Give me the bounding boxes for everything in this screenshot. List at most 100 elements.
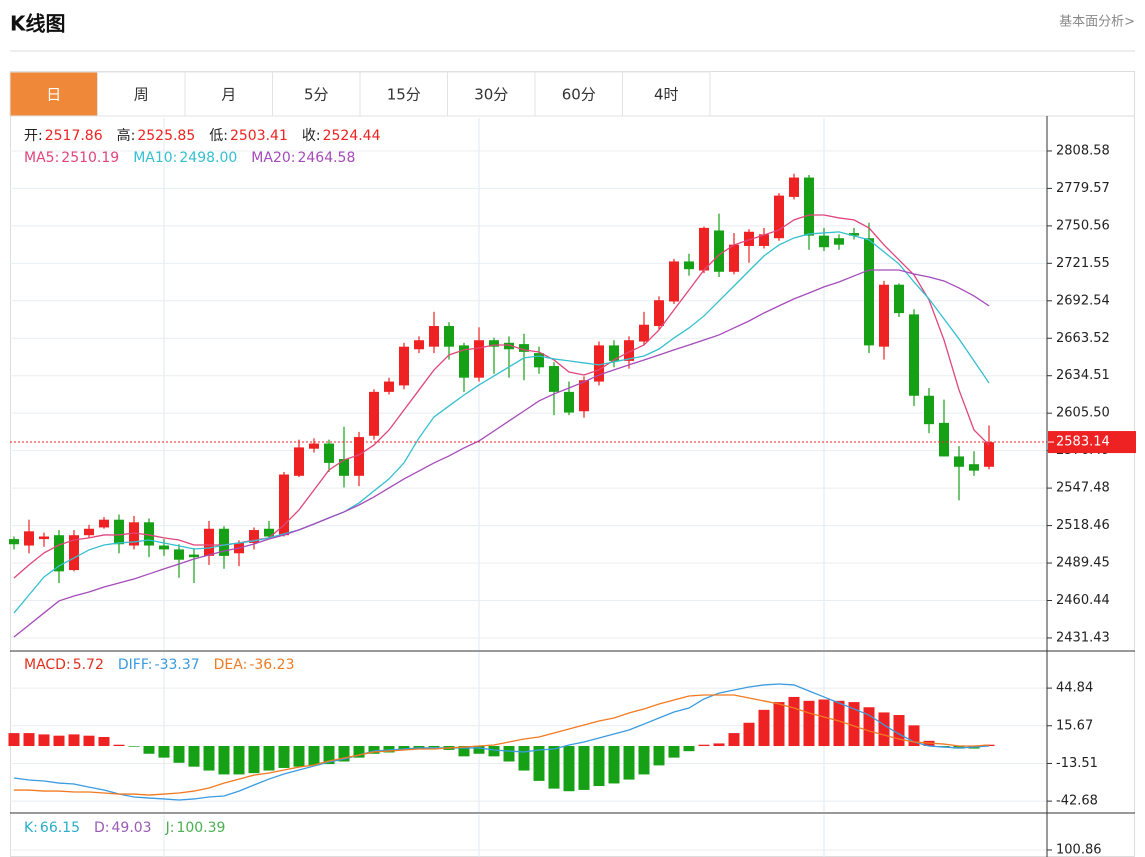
candle-body — [264, 528, 274, 537]
macd-bar — [773, 702, 785, 747]
macd-bar — [788, 696, 800, 747]
candle-body — [309, 443, 319, 449]
y-tick-label: 2721.55 — [1056, 256, 1110, 271]
tab-label[interactable]: 周 — [134, 86, 149, 104]
candle-body — [444, 326, 454, 347]
candle-body — [489, 340, 499, 347]
candle-body — [579, 380, 589, 412]
legend-label: MA5: — [24, 150, 59, 166]
macd-bar — [398, 746, 410, 750]
macd-bar — [68, 734, 80, 747]
tab-label[interactable]: 4时 — [654, 86, 679, 104]
macd-bar — [518, 746, 530, 771]
macd-bar — [218, 746, 230, 775]
macd-bar — [533, 746, 545, 781]
legend-label: 低: — [209, 128, 228, 144]
macd-bar — [383, 746, 395, 753]
legend-value: 2464.58 — [297, 150, 355, 166]
tab-label[interactable]: 60分 — [562, 86, 596, 104]
legend-label: DIFF: — [118, 657, 153, 673]
y-tick-label: 2489.45 — [1056, 556, 1110, 571]
y-tick-label: -42.68 — [1056, 794, 1098, 809]
y-tick-label: 2547.48 — [1056, 481, 1110, 496]
macd-bar — [593, 746, 605, 787]
y-tick-label: 2518.46 — [1056, 518, 1110, 533]
macd-bar — [803, 700, 815, 747]
legend-label: MA10: — [133, 150, 177, 166]
macd-bar — [818, 699, 830, 747]
y-tick-label: 15.67 — [1056, 718, 1093, 733]
candle-body — [564, 391, 574, 413]
macd-bar — [743, 722, 755, 747]
candle-body — [984, 442, 994, 467]
candle-body — [219, 528, 229, 556]
macd-bar — [698, 744, 710, 747]
plot — [8, 173, 1047, 801]
tab-active[interactable] — [9, 71, 98, 117]
macd-bar — [173, 746, 185, 763]
tab-label[interactable]: 5分 — [304, 86, 329, 104]
legend-label: K: — [24, 820, 38, 836]
candle-body — [399, 346, 409, 386]
macd-bar — [308, 746, 320, 766]
candle-body — [639, 324, 649, 342]
tab[interactable] — [97, 71, 186, 117]
macd-bar — [143, 746, 155, 754]
tab[interactable] — [534, 71, 623, 117]
macd-bar — [878, 712, 890, 747]
y-tick-label: 2634.51 — [1056, 368, 1110, 383]
candle-body — [354, 437, 364, 476]
candle-body — [519, 344, 529, 352]
chart-frame — [10, 71, 1135, 857]
macd-bar — [563, 746, 575, 792]
tab-label[interactable]: 30分 — [474, 86, 508, 104]
tab-label[interactable]: 15分 — [387, 86, 421, 104]
y-tick-label: 2750.56 — [1056, 218, 1110, 233]
legend-label: 高: — [117, 127, 136, 144]
legend-value: 49.03 — [112, 820, 152, 836]
candle-body — [954, 456, 964, 467]
macd-bar — [83, 735, 95, 747]
candle-body — [939, 422, 949, 457]
candle-body — [549, 366, 559, 392]
candle-body — [759, 234, 769, 246]
macd-line — [13, 683, 990, 801]
tab-label[interactable]: 日 — [46, 86, 61, 104]
macd-bar — [683, 746, 695, 752]
tab[interactable] — [447, 71, 536, 117]
legend-value: 100.39 — [176, 820, 225, 836]
macd-bar — [263, 746, 275, 771]
y-tick-label: -13.51 — [1056, 756, 1098, 771]
tab-label[interactable]: 月 — [221, 86, 236, 104]
macd-bar — [8, 733, 20, 747]
legend-value: 5.72 — [73, 657, 104, 673]
candle-body — [714, 230, 724, 272]
candle-body — [459, 345, 469, 378]
tab[interactable] — [184, 71, 273, 117]
legend-label: 开: — [24, 128, 43, 144]
candle-body — [144, 522, 154, 546]
macd-bar — [233, 746, 245, 775]
candle-body — [804, 177, 814, 236]
candle-body — [789, 177, 799, 197]
tab[interactable] — [622, 71, 711, 117]
macd-bar — [278, 746, 290, 768]
candle-body — [834, 238, 844, 245]
macd-bar — [98, 736, 110, 747]
macd-bar — [338, 746, 350, 762]
legend-label: 收: — [302, 128, 321, 144]
candle-body — [39, 536, 49, 540]
macd-bar — [323, 746, 335, 765]
macd-bar — [188, 746, 200, 767]
candle-body — [174, 549, 184, 560]
legend-value: 2525.85 — [137, 128, 195, 144]
candle-body — [819, 235, 829, 248]
macd-bar — [248, 746, 260, 774]
tab[interactable] — [272, 71, 361, 117]
y-tick-label: 100.86 — [1056, 842, 1102, 857]
macd-bar — [488, 746, 500, 757]
candle-body — [324, 443, 334, 463]
fundamentals-link[interactable]: 基本面分析> — [1059, 15, 1135, 30]
macd-bar — [623, 746, 635, 780]
labels: 2431.432460.442489.452518.462547.482576.… — [24, 127, 1136, 857]
